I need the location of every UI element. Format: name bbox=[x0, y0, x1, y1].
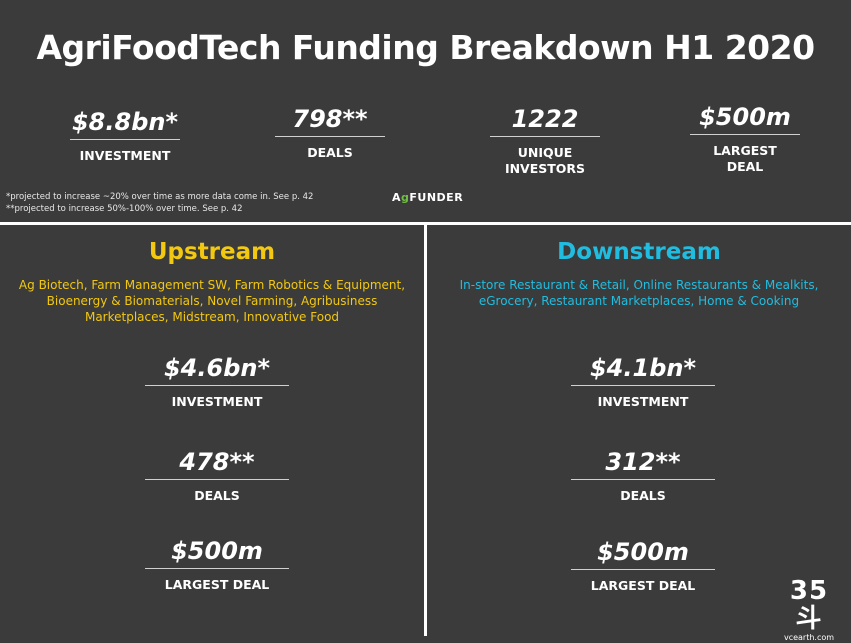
divider bbox=[571, 569, 715, 570]
upstream-description: Ag Biotech, Farm Management SW, Farm Rob… bbox=[18, 278, 406, 324]
upstream-deals-label: DEALS bbox=[194, 488, 240, 503]
downstream-largest-deal-label: LARGEST DEAL bbox=[590, 578, 696, 593]
watermark-logo: 35斗 vcearth.com bbox=[778, 577, 840, 643]
page-title: AgriFoodTech Funding Breakdown H1 2020 bbox=[36, 28, 815, 67]
downstream-deals: 312** DEALS bbox=[568, 447, 718, 504]
upstream-deals-value: 478** bbox=[179, 448, 255, 476]
summary-largest-deal-value: $500m bbox=[699, 103, 791, 131]
divider bbox=[145, 479, 289, 480]
divider bbox=[571, 479, 715, 480]
watermark-mark: 35斗 bbox=[789, 576, 829, 634]
summary-largest-deal: $500m LARGEST DEAL bbox=[685, 102, 805, 175]
upstream-investment-label: INVESTMENT bbox=[171, 394, 263, 409]
divider bbox=[571, 385, 715, 386]
summary-deals-value: 798** bbox=[292, 105, 368, 133]
divider bbox=[145, 568, 289, 569]
downstream-investment: $4.1bn* INVESTMENT bbox=[568, 353, 718, 410]
downstream-largest-deal: $500m LARGEST DEAL bbox=[568, 537, 718, 594]
upstream-deals: 478** DEALS bbox=[142, 447, 292, 504]
summary-investment: $8.8bn* INVESTMENT bbox=[60, 107, 190, 164]
downstream-description: In-store Restaurant & Retail, Online Res… bbox=[459, 278, 819, 308]
downstream-investment-value: $4.1bn* bbox=[589, 354, 697, 382]
downstream-deals-value: 312** bbox=[605, 448, 681, 476]
logo-word: FUNDER bbox=[409, 191, 464, 204]
downstream-deals-label: DEALS bbox=[620, 488, 666, 503]
summary-largest-deal-label: LARGEST DEAL bbox=[713, 143, 777, 174]
summary-investment-label: INVESTMENT bbox=[79, 148, 171, 163]
agfunder-logo: AgFUNDER bbox=[392, 191, 463, 204]
summary-deals: 798** DEALS bbox=[270, 104, 390, 161]
upstream-investment: $4.6bn* INVESTMENT bbox=[142, 353, 292, 410]
downstream-panel: Downstream In-store Restaurant & Retail,… bbox=[427, 225, 851, 636]
upstream-largest-deal: $500m LARGEST DEAL bbox=[142, 536, 292, 593]
divider bbox=[690, 134, 800, 135]
logo-letter-a: A bbox=[392, 191, 402, 204]
footnote-deals: **projected to increase 50%-100% over ti… bbox=[6, 204, 243, 214]
upstream-investment-value: $4.6bn* bbox=[163, 354, 271, 382]
divider bbox=[145, 385, 289, 386]
divider bbox=[275, 136, 385, 137]
upstream-panel: Upstream Ag Biotech, Farm Management SW,… bbox=[0, 225, 424, 636]
downstream-title: Downstream bbox=[557, 239, 721, 265]
upstream-largest-deal-label: LARGEST DEAL bbox=[164, 577, 270, 592]
summary-investors: 1222 UNIQUE INVESTORS bbox=[485, 104, 605, 177]
downstream-largest-deal-value: $500m bbox=[597, 538, 689, 566]
divider bbox=[490, 136, 600, 137]
footnote-investment: *projected to increase ~20% over time as… bbox=[6, 192, 314, 202]
vertical-divider bbox=[424, 222, 427, 636]
summary-investors-label: UNIQUE INVESTORS bbox=[504, 145, 586, 176]
watermark-url: vcearth.com bbox=[783, 633, 835, 642]
divider bbox=[70, 139, 180, 140]
summary-investors-value: 1222 bbox=[511, 105, 579, 133]
logo-letter-g: g bbox=[401, 191, 410, 204]
summary-deals-label: DEALS bbox=[307, 145, 353, 160]
upstream-title: Upstream bbox=[148, 239, 276, 265]
upstream-largest-deal-value: $500m bbox=[171, 537, 263, 565]
downstream-investment-label: INVESTMENT bbox=[597, 394, 689, 409]
summary-investment-value: $8.8bn* bbox=[71, 108, 179, 136]
